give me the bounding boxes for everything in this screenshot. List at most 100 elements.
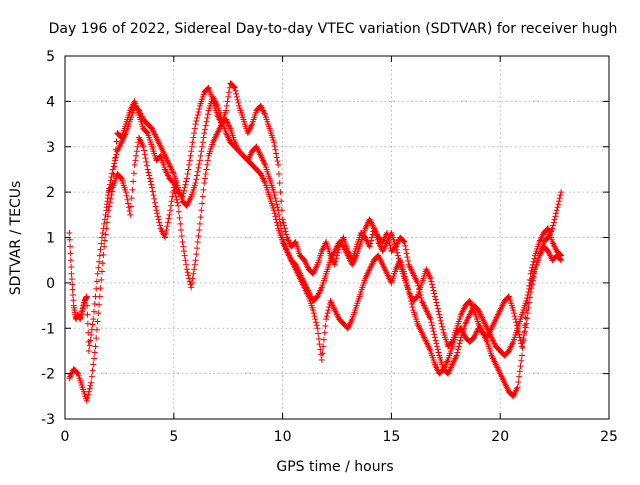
data-point	[232, 87, 239, 94]
data-point	[177, 220, 184, 227]
data-point	[438, 320, 445, 327]
data-point	[69, 281, 76, 288]
data-point	[530, 273, 537, 280]
data-point	[223, 102, 230, 109]
data-point	[223, 107, 230, 114]
series-track-3	[105, 93, 565, 350]
data-point	[526, 276, 533, 283]
data-point	[128, 203, 135, 210]
data-point	[179, 239, 186, 246]
data-point	[314, 325, 321, 332]
data-point	[97, 246, 104, 253]
data-point	[552, 213, 559, 220]
data-point	[68, 276, 75, 283]
data-point	[133, 148, 140, 155]
data-point	[84, 394, 91, 401]
data-point	[188, 148, 195, 155]
data-point	[196, 105, 203, 112]
data-point	[418, 295, 425, 301]
data-point	[188, 284, 195, 291]
data-point	[402, 246, 409, 253]
data-point	[196, 157, 203, 164]
data-point	[434, 302, 441, 309]
data-point	[315, 330, 322, 337]
data-point	[321, 329, 328, 336]
data-point	[433, 299, 440, 306]
data-point	[427, 316, 434, 323]
data-point	[402, 242, 409, 249]
data-point	[435, 308, 442, 315]
data-point	[405, 257, 412, 264]
data-point	[275, 207, 282, 214]
data-point	[173, 196, 180, 203]
data-point	[272, 146, 279, 153]
data-point	[84, 320, 91, 327]
data-point	[529, 277, 536, 284]
data-point	[558, 252, 565, 259]
data-point	[430, 328, 437, 335]
data-point	[557, 251, 564, 258]
data-point	[455, 346, 462, 353]
data-point	[143, 162, 150, 169]
data-point	[366, 243, 373, 250]
data-point	[320, 343, 327, 350]
data-point	[195, 232, 202, 239]
y-tick-label: 4	[46, 94, 55, 110]
x-tick-label: 15	[382, 429, 400, 445]
data-point	[518, 343, 525, 350]
data-point	[127, 211, 134, 218]
data-point	[107, 195, 114, 202]
data-point	[124, 196, 131, 203]
data-point	[95, 264, 102, 271]
data-point	[515, 378, 522, 385]
data-point	[176, 214, 183, 221]
data-point	[409, 304, 416, 311]
data-point	[200, 134, 207, 141]
data-point	[510, 310, 517, 317]
data-point	[134, 143, 141, 150]
data-point	[164, 219, 171, 226]
data-point	[107, 177, 114, 184]
data-point	[427, 275, 434, 282]
data-point	[516, 331, 523, 338]
data-point	[151, 199, 158, 206]
data-point	[526, 299, 533, 306]
data-point	[83, 293, 90, 300]
data-point	[275, 211, 282, 218]
data-point	[155, 216, 162, 223]
y-tick-label: 2	[46, 185, 55, 201]
data-point	[85, 388, 92, 395]
data-point	[518, 357, 525, 364]
data-point	[167, 207, 174, 214]
data-point	[231, 84, 238, 91]
data-point	[432, 337, 439, 344]
data-point	[187, 152, 194, 159]
data-point	[106, 203, 113, 210]
data-point	[439, 323, 446, 330]
data-point	[526, 294, 533, 301]
data-point	[196, 220, 203, 227]
data-point	[510, 307, 517, 314]
y-axis-label: SDTVAR / TECUs	[8, 181, 24, 296]
data-point	[188, 143, 195, 150]
data-point	[113, 138, 120, 145]
data-point	[94, 318, 101, 325]
data-point	[103, 225, 110, 232]
data-point	[434, 346, 441, 353]
data-point	[199, 193, 206, 200]
data-point	[323, 316, 330, 323]
data-point	[198, 207, 205, 214]
data-point	[174, 199, 181, 206]
data-point	[146, 172, 153, 179]
data-point	[131, 161, 138, 168]
data-point	[156, 219, 163, 226]
data-point	[331, 261, 338, 268]
data-point	[435, 349, 442, 356]
data-point	[204, 111, 211, 118]
data-point	[431, 331, 438, 338]
y-tick-label: 5	[46, 49, 55, 65]
data-point	[109, 170, 116, 177]
data-point	[105, 189, 112, 196]
grid-lines	[65, 56, 609, 419]
data-point	[202, 122, 209, 129]
